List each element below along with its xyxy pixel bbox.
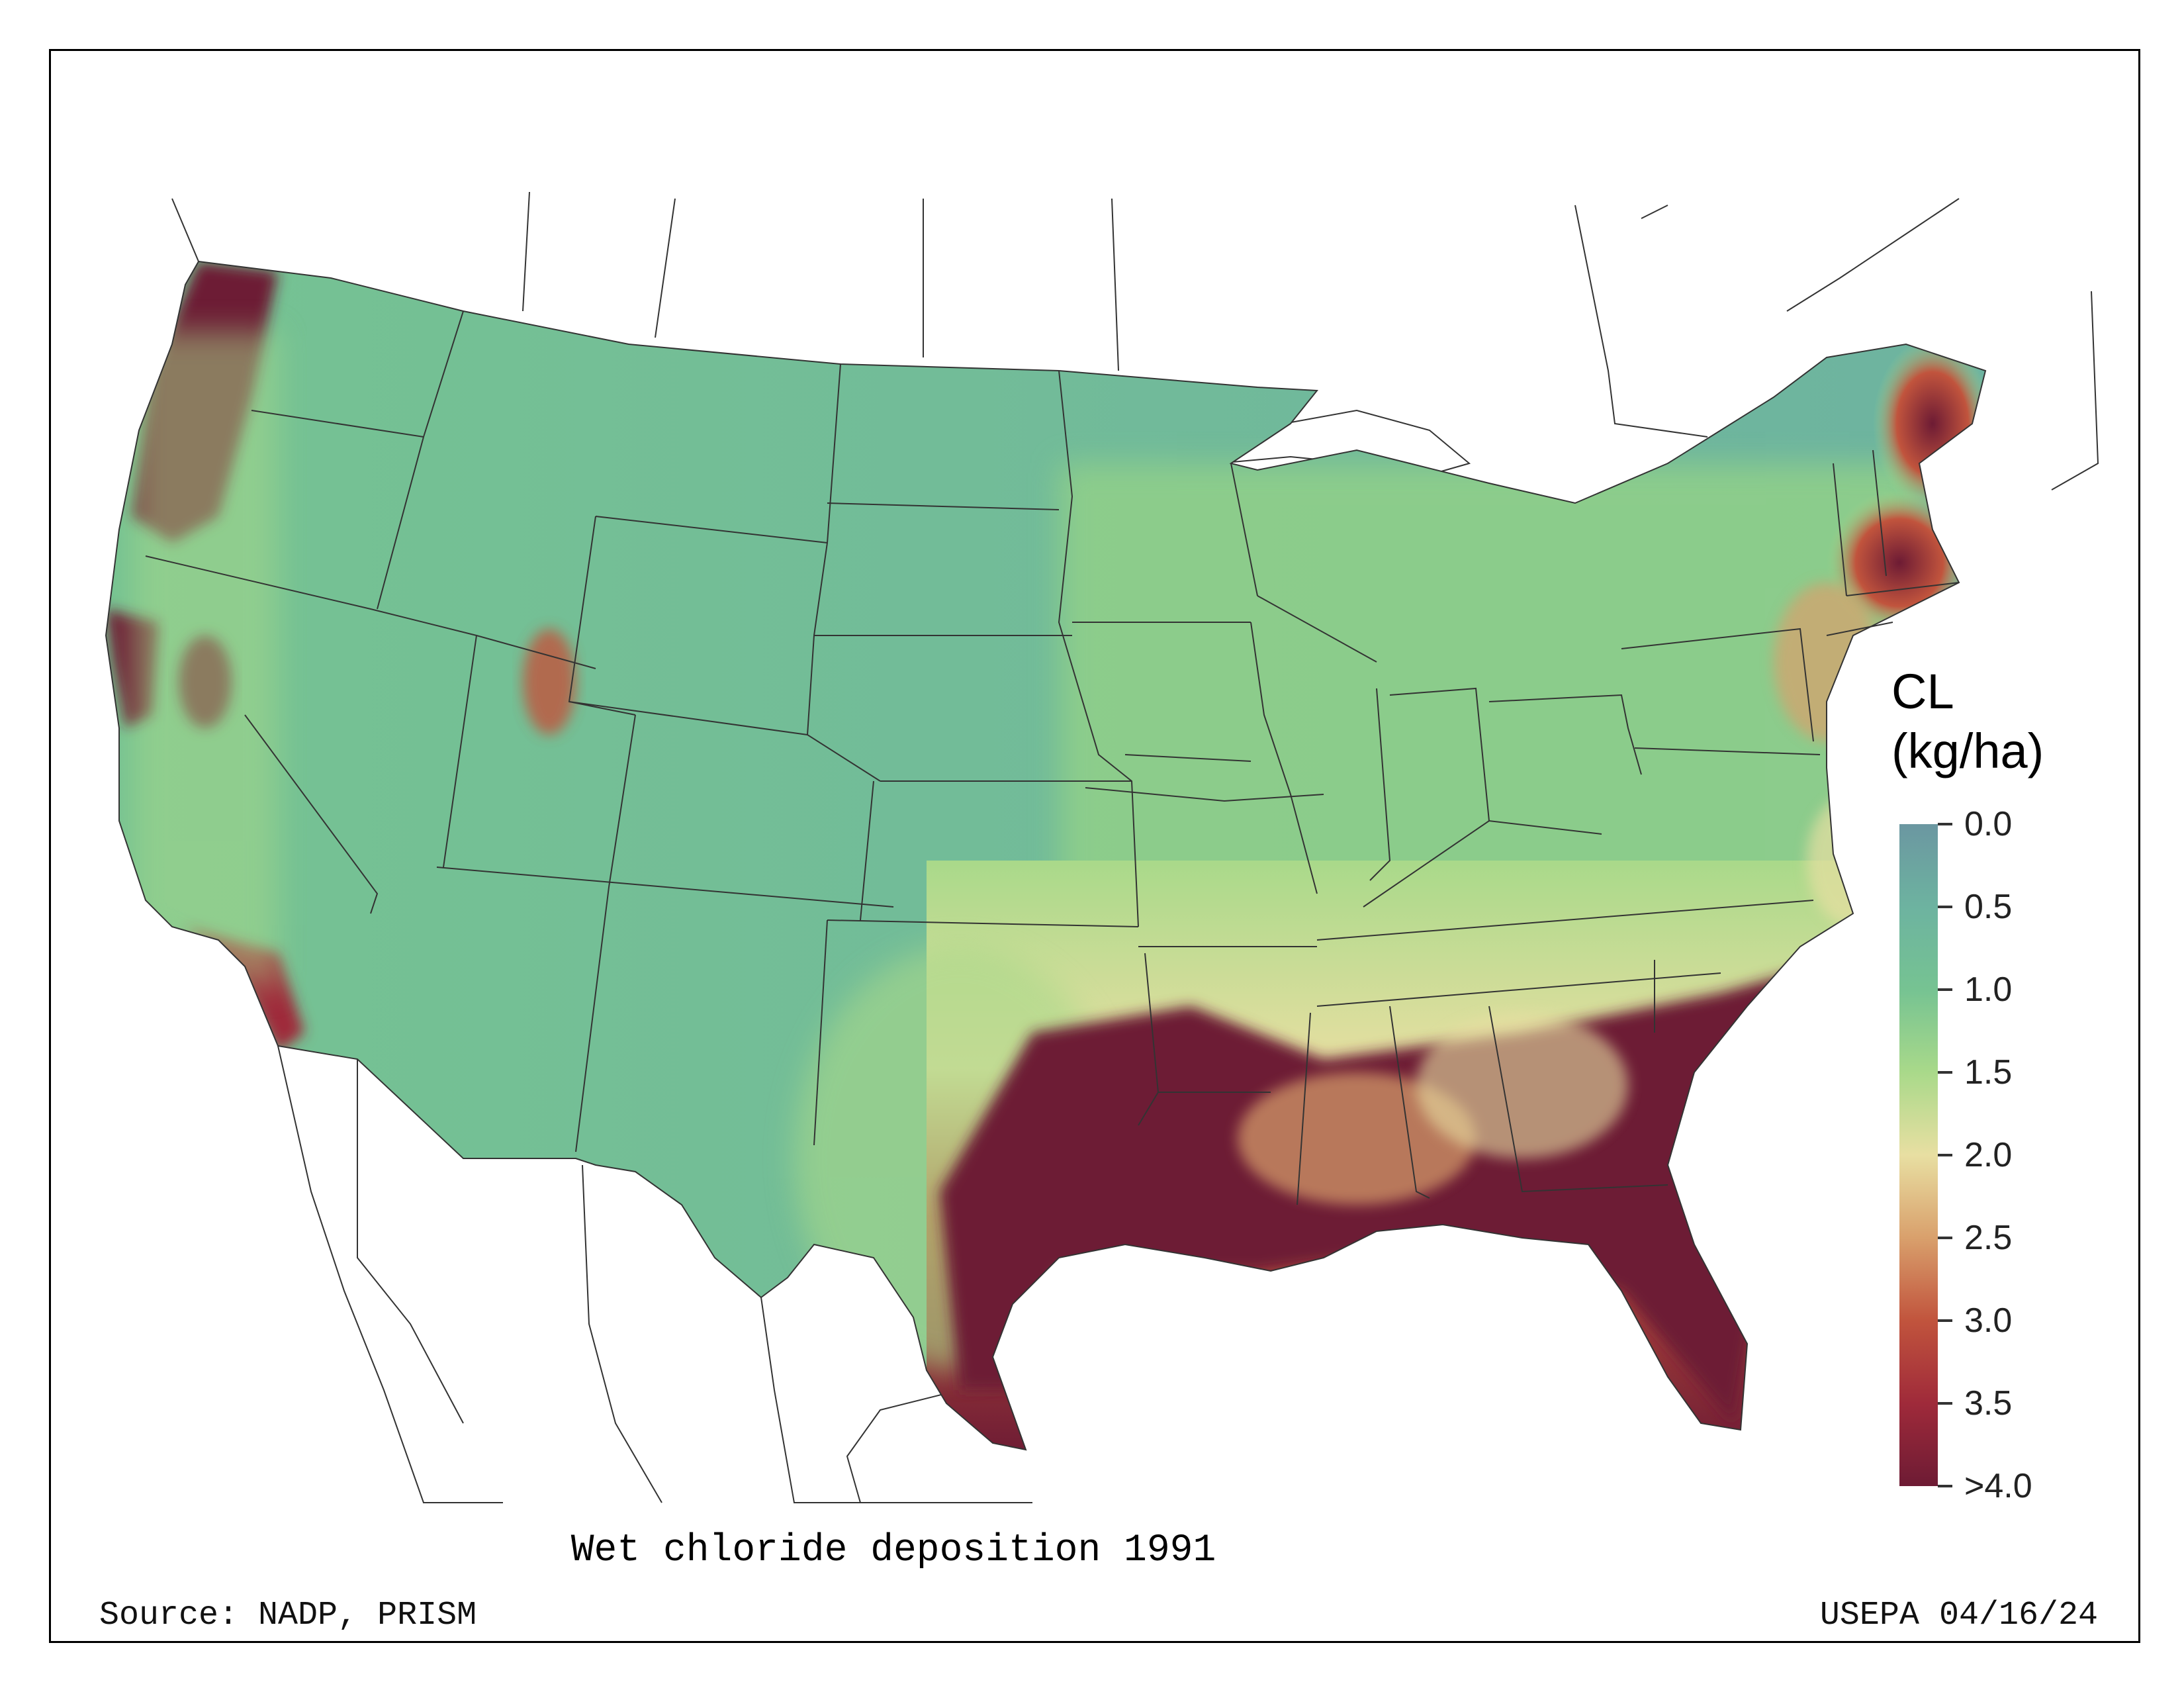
- colorbar-tick-mark: [1938, 1071, 1952, 1074]
- colorbar-tick-label: 3.5: [1964, 1384, 2013, 1423]
- colorbar-tick-mark: [1938, 988, 1952, 991]
- state-borders: [105, 260, 1987, 1451]
- legend-title-line1: CL: [1891, 664, 1954, 719]
- colorbar-tick-mark: [1938, 1154, 1952, 1156]
- colorbar-tick-mark: [1938, 1237, 1952, 1239]
- map-title: Wet chloride deposition 1991: [570, 1529, 1216, 1572]
- colorbar-tick-mark: [1938, 1402, 1952, 1405]
- legend-title: CL (kg/ha): [1891, 662, 2044, 781]
- colorbar-tick-label: >4.0: [1964, 1467, 2032, 1505]
- credit-note: USEPA 04/16/24: [1819, 1597, 2098, 1634]
- colorbar-tick-mark: [1938, 823, 1952, 825]
- source-note: Source: NADP, PRISM: [99, 1597, 477, 1634]
- colorbar-tick-label: 2.0: [1964, 1136, 2013, 1174]
- colorbar-tick-label: 1.0: [1964, 970, 2013, 1009]
- colorbar-tick-label: 2.5: [1964, 1219, 2013, 1257]
- colorbar-tick-label: 0.0: [1964, 805, 2013, 843]
- colorbar-tick-label: 3.0: [1964, 1301, 2013, 1340]
- colorbar-tick-mark: [1938, 1485, 1952, 1487]
- deposition-raster: [106, 261, 1985, 1450]
- legend-title-line2: (kg/ha): [1891, 724, 2044, 778]
- colorbar-tick-label: 0.5: [1964, 888, 2013, 926]
- colorbar-tick-mark: [1938, 906, 1952, 908]
- colorbar-tick-label: 1.5: [1964, 1053, 2013, 1092]
- colorbar: [1899, 824, 1938, 1486]
- colorbar-tick-mark: [1938, 1319, 1952, 1322]
